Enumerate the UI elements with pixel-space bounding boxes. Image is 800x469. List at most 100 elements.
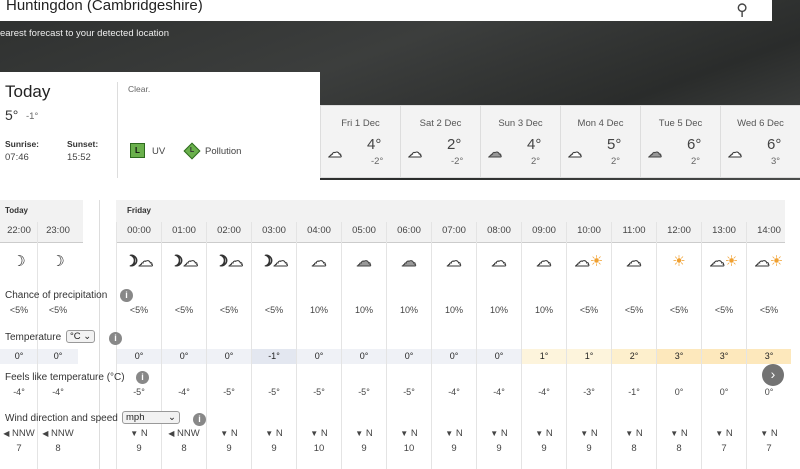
hour-column: 14:00 ☁☀ <5% 3° 0° ▼ N 7 (746, 222, 791, 469)
precip-value: <5% (669, 305, 689, 315)
sunrise-label: Sunrise: (5, 139, 40, 149)
today-card[interactable]: Today 5° -1° Sunrise: 07:46 Sunset: 15:5… (0, 72, 320, 180)
feels-like-value: -5° (223, 387, 235, 397)
feels-like-info-icon[interactable]: i (136, 371, 149, 384)
wind-arrow-icon: ◀ (3, 429, 10, 438)
sunset-time: 15:52 (67, 152, 91, 163)
wind-arrow-icon: ▼ (220, 429, 229, 438)
wind-arrow-icon: ◀ (168, 429, 175, 438)
hour-time: 13:00 (712, 225, 736, 236)
temp-value: 3° (657, 349, 701, 364)
precip-value: <5% (579, 305, 599, 315)
day-card[interactable]: Tue 5 Dec ☁ 6° 2° (640, 105, 720, 178)
wind-speed: 9 (271, 443, 277, 454)
precip-value: 10% (489, 305, 508, 315)
day-card[interactable]: Wed 6 Dec ☁ 6° 3° (720, 105, 800, 178)
precip-info-icon[interactable]: i (120, 289, 133, 302)
temperature-unit-select[interactable]: °C ⌄ (66, 330, 96, 343)
grey-cloud-icon: ☁ (488, 144, 503, 161)
day-low: 2° (691, 156, 701, 167)
moon-icon: ☽ (51, 253, 65, 270)
day-low: -2° (451, 156, 464, 167)
temp-value: 0° (477, 349, 521, 364)
wind-arrow-icon: ▼ (400, 429, 409, 438)
day-high: 6° (767, 136, 782, 153)
feels-like-label: Feels like temperature (°C) (5, 372, 125, 383)
precip-value: <5% (264, 305, 284, 315)
hour-column: 11:00 ☁ <5% 2° -1° ▼ N 8 (611, 222, 656, 469)
uv-label[interactable]: UV (152, 146, 166, 157)
day-card[interactable]: Fri 1 Dec ☁ 4° -2° (320, 105, 400, 178)
wind-speed: 8 (181, 443, 187, 454)
feels-like-value: -4° (178, 387, 190, 397)
wind-speed: 9 (541, 443, 547, 454)
next-hours-button[interactable]: › (762, 364, 784, 386)
wind-arrow-icon: ▼ (310, 429, 319, 438)
temperature-info-icon[interactable]: i (109, 332, 122, 345)
pollution-label[interactable]: Pollution (205, 146, 242, 157)
cloud-icon: ☁ (728, 144, 743, 161)
search-icon[interactable]: ⚲ (736, 2, 748, 19)
hour-time: 04:00 (307, 225, 331, 236)
sunrise-time: 07:46 (5, 152, 29, 163)
cloud-icon: ☁ (568, 144, 583, 161)
wind-arrow-icon: ▼ (670, 429, 679, 438)
hour-column: 03:00 ☽☁ <5% -1° -5° ▼ N 9 (251, 222, 296, 469)
today-hours-header (0, 200, 83, 243)
wind-unit-select[interactable]: mph ⌄ (122, 411, 180, 424)
precip-value: <5% (219, 305, 239, 315)
feels-like-value: -5° (268, 387, 280, 397)
wind-speed: 8 (676, 443, 682, 454)
cloud-icon: ☁ (311, 253, 327, 271)
location-input[interactable]: Huntingdon (Cambridgeshire) (6, 0, 203, 14)
wind-arrow-icon: ◀ (42, 429, 49, 438)
feels-like-value: -1° (628, 387, 640, 397)
hour-time: 02:00 (217, 225, 241, 236)
day-low: -2° (371, 156, 384, 167)
wind-info-icon[interactable]: i (193, 413, 206, 426)
feels-like-value: -4° (52, 387, 64, 397)
feels-like-value: -5° (403, 387, 415, 397)
feels-like-value: -4° (448, 387, 460, 397)
hour-column: 02:00 ☽☁ <5% 0° -5° ▼ N 9 (206, 222, 251, 469)
day-date: Wed 6 Dec (737, 118, 784, 129)
precip-value: <5% (9, 305, 29, 315)
wind-direction: ▼ N (490, 428, 508, 439)
day-low: 2° (531, 156, 541, 167)
day-date: Mon 4 Dec (577, 118, 624, 129)
wind-speed: 7 (16, 443, 22, 454)
day-card[interactable]: Sun 3 Dec ☁ 4° 2° (480, 105, 560, 178)
temp-value: 0° (297, 349, 341, 364)
day-separator (99, 200, 100, 469)
feels-like-value: -5° (313, 387, 325, 397)
location-search-bar[interactable]: Huntingdon (Cambridgeshire) ⚲ (0, 0, 772, 21)
feels-like-value: -5° (133, 387, 145, 397)
moon-icon: ☽ (12, 253, 26, 270)
day-card[interactable]: Mon 4 Dec ☁ 5° 2° (560, 105, 640, 178)
temp-value: 0° (387, 349, 431, 364)
partly-cloudy-night-icon: ☽☁ (214, 253, 244, 271)
day-card[interactable]: Sat 2 Dec ☁ 2° -2° (400, 105, 480, 178)
wind-speed: 9 (586, 443, 592, 454)
grey-cloud-icon: ☁ (401, 253, 417, 271)
wind-direction: ▼ N (670, 428, 688, 439)
hour-time: 22:00 (7, 225, 31, 236)
day-date: Sun 3 Dec (498, 118, 543, 129)
hour-time: 00:00 (127, 225, 151, 236)
hour-time: 23:00 (46, 225, 70, 236)
wind-speed: 9 (226, 443, 232, 454)
hour-column: 00:00 ☽☁ <5% 0° -5° ▼ N 9 (116, 222, 161, 469)
feels-like-value: -4° (538, 387, 550, 397)
hour-column: 05:00 ☁ 10% 0° -5° ▼ N 9 (341, 222, 386, 469)
uv-level-badge: L (130, 143, 145, 158)
hour-column: 22:00 ☽ <5% 0° -4° ◀ NNW 7 (0, 222, 41, 469)
today-high: 5° (5, 107, 19, 123)
hour-column: 08:00 ☁ 10% 0° -4° ▼ N 9 (476, 222, 521, 469)
temp-value: 0° (342, 349, 386, 364)
hour-time: 09:00 (532, 225, 556, 236)
temperature-label: Temperature (5, 332, 62, 343)
divider (117, 82, 118, 178)
sun-icon: ☀ (672, 253, 686, 270)
hour-time: 14:00 (757, 225, 781, 236)
precip-value: <5% (174, 305, 194, 315)
